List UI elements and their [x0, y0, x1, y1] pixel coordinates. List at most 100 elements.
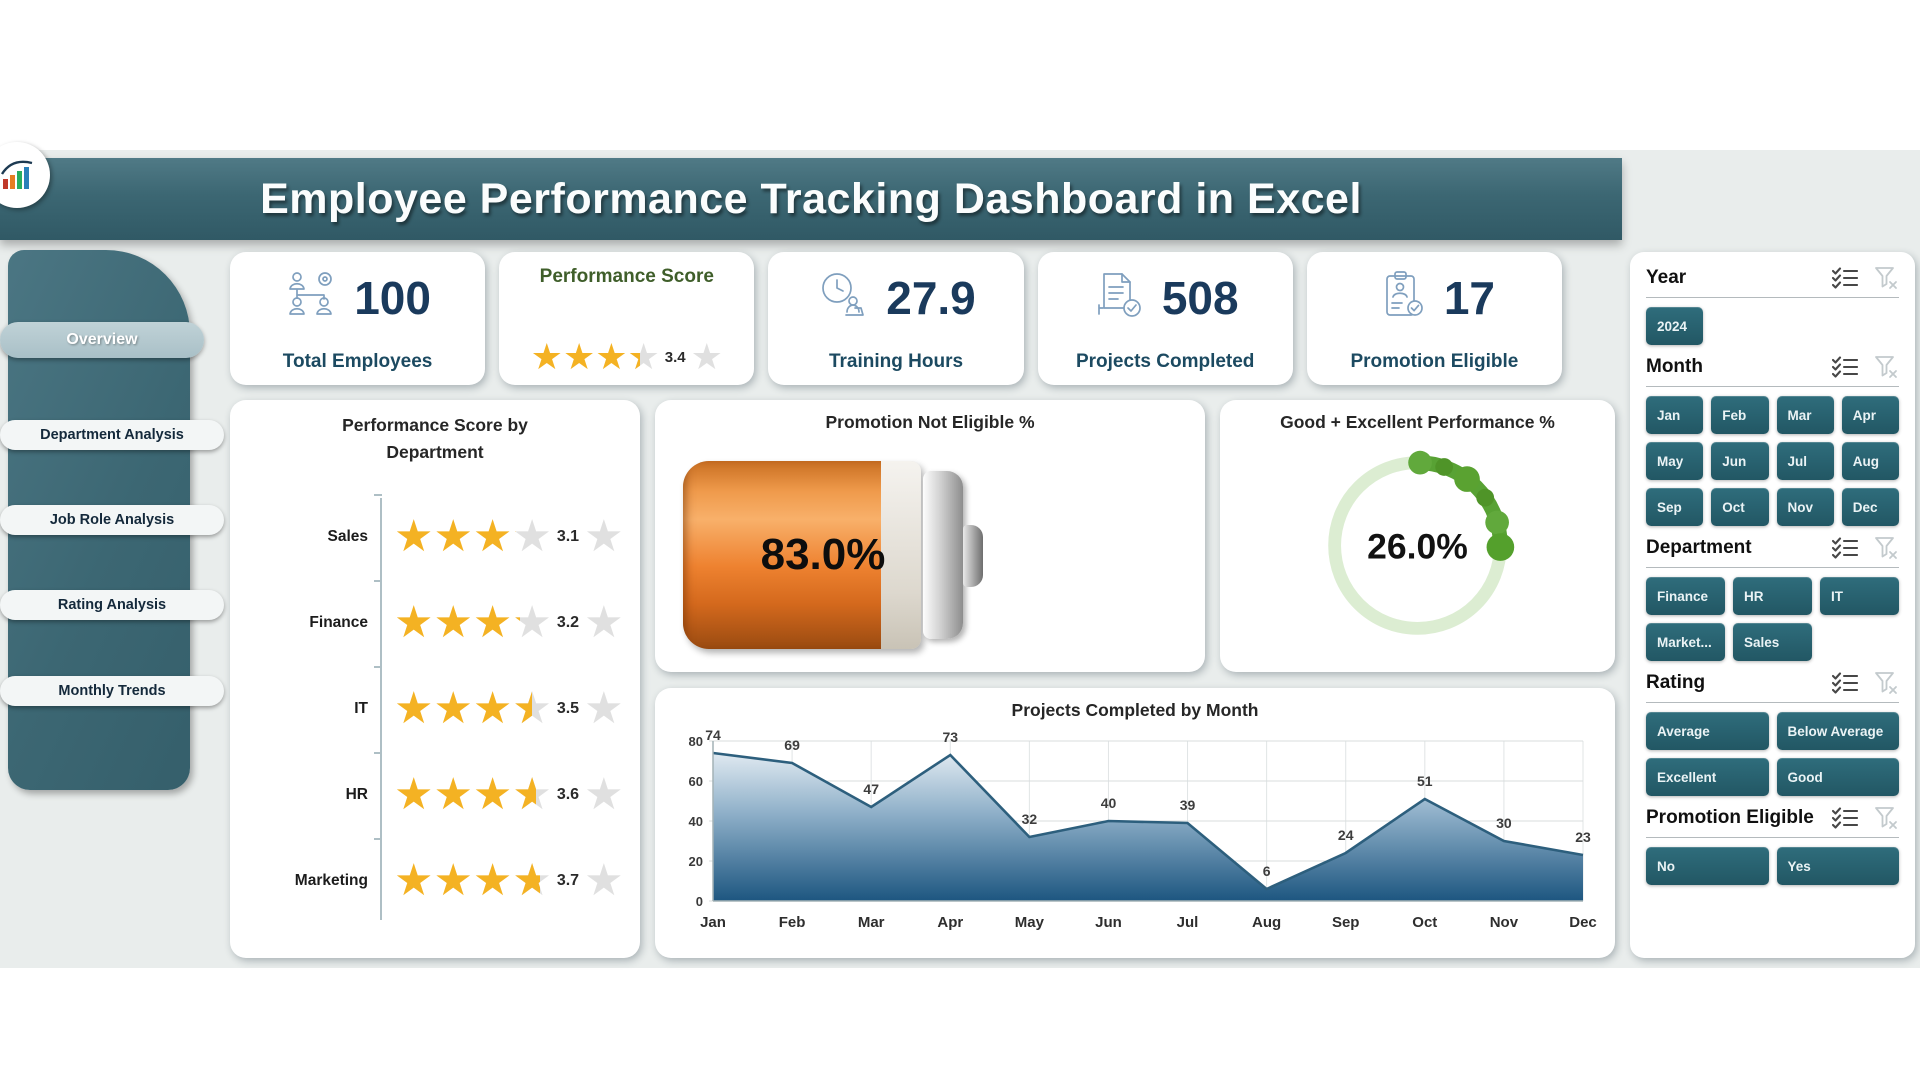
filter-option-dec[interactable]: Dec — [1841, 488, 1899, 526]
kpi-label: Promotion Eligible — [1350, 351, 1519, 372]
rating-value: 3.5 — [556, 700, 580, 718]
filter-option-feb[interactable]: Feb — [1711, 396, 1769, 434]
star-empty-icon: ★ — [584, 770, 624, 820]
filter-option-apr[interactable]: Apr — [1841, 396, 1899, 434]
filter-option-average[interactable]: Average — [1646, 712, 1769, 750]
multi-select-icon[interactable] — [1832, 267, 1858, 289]
star-icon: ★ — [433, 856, 473, 906]
kpi-card-total-employees: 100 Total Employees — [230, 252, 486, 385]
slicer-divider — [1646, 567, 1899, 568]
clear-filter-icon[interactable] — [1874, 266, 1899, 290]
svg-text:Dec: Dec — [1569, 914, 1597, 931]
clear-filter-icon[interactable] — [1874, 536, 1899, 560]
svg-text:Sep: Sep — [1332, 914, 1360, 931]
filter-option-finance[interactable]: Finance — [1646, 577, 1725, 615]
svg-text:60: 60 — [689, 774, 703, 789]
donut-chart-wrap: 26.0% — [1220, 435, 1615, 657]
slicer-options: Average Below Average Excellent Good — [1646, 712, 1899, 796]
svg-text:51: 51 — [1417, 773, 1433, 789]
sidebar-item-rating-analysis[interactable]: Rating Analysis — [0, 590, 224, 620]
svg-text:40: 40 — [1101, 795, 1117, 811]
logo-chart-icon — [0, 160, 33, 189]
star-partial-icon: ★★ — [627, 336, 660, 377]
star-icon: ★ — [394, 684, 434, 734]
category-label: Finance — [309, 614, 368, 632]
filter-option-jan[interactable]: Jan — [1646, 396, 1704, 434]
kpi-label: Training Hours — [828, 351, 964, 372]
filter-option-mar[interactable]: Mar — [1776, 396, 1834, 434]
star-partial-icon: ★★ — [512, 598, 552, 648]
svg-text:Apr: Apr — [937, 914, 963, 931]
star-rating: ★ ★ ★ ★ ★ 3.7 ★ — [386, 859, 624, 903]
filter-option-yes[interactable]: Yes — [1776, 847, 1899, 885]
clear-filter-icon[interactable] — [1874, 355, 1899, 379]
filter-option-market[interactable]: Market... — [1646, 623, 1725, 661]
filter-option-sales[interactable]: Sales — [1733, 623, 1812, 661]
rating-value: 3.7 — [556, 872, 580, 890]
category-label: IT — [354, 700, 368, 718]
star-icon: ★ — [433, 598, 473, 648]
svg-text:May: May — [1015, 914, 1045, 931]
rating-row-it: IT★★★★★3.5★ — [230, 666, 640, 752]
slicer-title: Promotion Eligible — [1646, 807, 1814, 828]
svg-text:Feb: Feb — [779, 914, 806, 931]
kpi-star-rating: ★★★★★3.4★ — [531, 339, 723, 375]
filter-option-below-average[interactable]: Below Average — [1776, 712, 1899, 750]
svg-text:39: 39 — [1180, 797, 1196, 813]
star-rating: ★★★★★3.1★ — [386, 515, 624, 559]
slicer-divider — [1646, 386, 1899, 387]
star-empty-icon: ★ — [584, 512, 624, 562]
svg-text:20: 20 — [689, 854, 703, 869]
svg-text:0: 0 — [696, 894, 703, 909]
clear-filter-icon[interactable] — [1874, 806, 1899, 830]
filter-option-excellent[interactable]: Excellent — [1646, 758, 1769, 796]
clear-filter-icon[interactable] — [1874, 671, 1899, 695]
rating-value: 3.6 — [556, 786, 580, 804]
svg-text:Jan: Jan — [700, 914, 726, 931]
kpi-card-promotion-eligible: 17 Promotion Eligible — [1306, 252, 1563, 385]
slicer-promotion-eligible: Promotion Eligible No Yes — [1646, 806, 1899, 885]
star-rating: ★★★★★3.5★ — [386, 687, 624, 731]
area-chart-card: Projects Completed by Month 0 20 40 60 80 74 6… — [655, 688, 1615, 958]
slicer-title: Year — [1646, 267, 1687, 288]
chart-title: Promotion Not Eligible % — [825, 412, 1035, 432]
sidebar-item-job-role-analysis[interactable]: Job Role Analysis — [0, 505, 224, 535]
filter-option-jul[interactable]: Jul — [1776, 442, 1834, 480]
filter-option-aug[interactable]: Aug — [1841, 442, 1899, 480]
category-label: HR — [345, 786, 368, 804]
filter-option-nov[interactable]: Nov — [1776, 488, 1834, 526]
star-partial-icon: ★★ — [512, 512, 552, 562]
battery-terminal — [963, 525, 983, 587]
multi-select-icon[interactable] — [1832, 807, 1858, 829]
filter-option-no[interactable]: No — [1646, 847, 1769, 885]
sidebar-item-monthly-trends[interactable]: Monthly Trends — [0, 676, 224, 706]
svg-text:Nov: Nov — [1490, 914, 1519, 931]
sidebar-item-department-analysis[interactable]: Department Analysis — [0, 420, 224, 450]
donut-chart-card: Good + Excellent Performance % 26.0% — [1220, 400, 1615, 672]
multi-select-icon[interactable] — [1832, 356, 1858, 378]
filter-option-may[interactable]: May — [1646, 442, 1704, 480]
multi-select-icon[interactable] — [1832, 537, 1858, 559]
slicer-title: Rating — [1646, 672, 1706, 693]
filter-option-hr[interactable]: HR — [1733, 577, 1812, 615]
filter-option-jun[interactable]: Jun — [1711, 442, 1769, 480]
sidebar-item-overview[interactable]: Overview — [0, 322, 204, 358]
filter-option-good[interactable]: Good — [1776, 758, 1899, 796]
kpi-card-training-hours: 27.9 Training Hours — [768, 252, 1024, 385]
rating-row-finance: Finance★★★★★3.2★ — [230, 580, 640, 666]
multi-select-icon[interactable] — [1832, 672, 1858, 694]
training-clock-icon — [816, 268, 870, 327]
filter-option-it[interactable]: IT — [1820, 577, 1899, 615]
filter-option-2024[interactable]: 2024 — [1646, 307, 1704, 345]
slicer-rating: Rating Average Below Average Excellent Good — [1646, 671, 1899, 796]
rating-value: 3.2 — [556, 614, 580, 632]
star-icon: ★ — [472, 598, 513, 648]
star-empty-icon: ★ — [584, 856, 624, 906]
star-icon: ★ — [394, 512, 434, 562]
filter-option-sep[interactable]: Sep — [1646, 488, 1704, 526]
star-partial-icon: ★★ — [512, 856, 552, 906]
slicer-divider — [1646, 837, 1899, 838]
slicer-year: Year 2024 — [1646, 266, 1899, 345]
star-icon: ★ — [394, 770, 434, 820]
filter-option-oct[interactable]: Oct — [1711, 488, 1769, 526]
